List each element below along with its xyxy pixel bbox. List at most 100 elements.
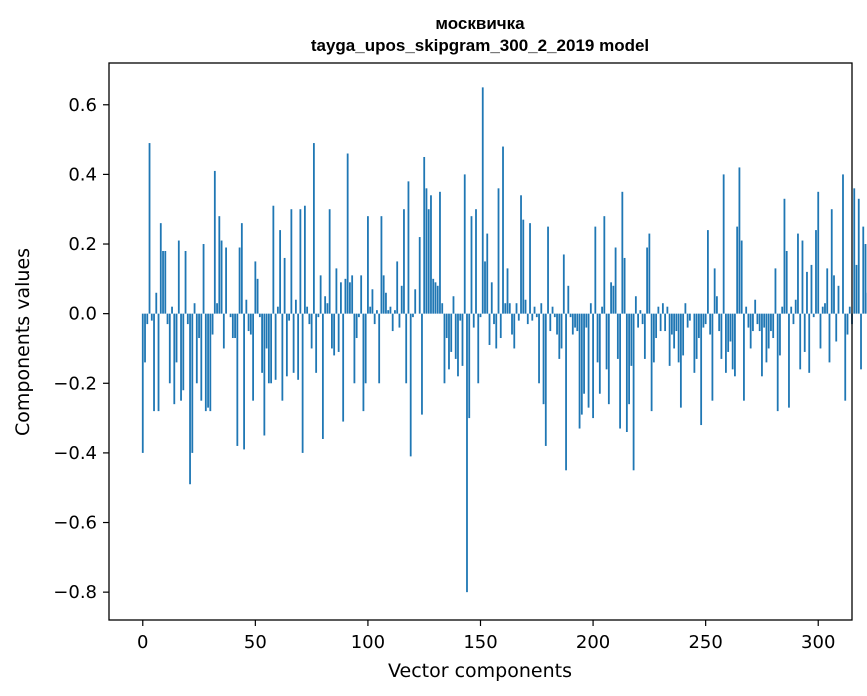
bar (693, 313, 696, 373)
bar (387, 310, 390, 314)
bar (810, 264, 813, 314)
x-tick-label: 250 (688, 632, 722, 653)
bar (168, 313, 171, 384)
bar (837, 285, 840, 314)
bar (716, 296, 718, 314)
bar (202, 244, 205, 314)
bar (349, 282, 351, 314)
bar (576, 313, 579, 332)
bar (396, 261, 399, 314)
bar (774, 268, 777, 314)
bar (833, 275, 835, 314)
bar (819, 313, 822, 349)
bar (220, 240, 223, 314)
bar (432, 278, 435, 314)
bar (243, 313, 245, 450)
bar (281, 313, 284, 401)
bar (652, 313, 655, 363)
x-tick-label: 200 (576, 632, 610, 653)
x-axis-label: Vector components (388, 660, 572, 682)
bar (752, 313, 754, 332)
y-tick-label: 0.2 (68, 234, 97, 255)
bar (549, 313, 552, 332)
bar (630, 313, 633, 366)
bar (794, 299, 797, 314)
bar (472, 313, 475, 328)
bar (565, 313, 567, 471)
bar (238, 247, 241, 314)
bar (736, 226, 739, 314)
bar (815, 230, 817, 314)
bar (452, 296, 455, 314)
bar (342, 313, 345, 422)
bar (249, 313, 252, 335)
bar (679, 313, 682, 408)
bar (211, 313, 214, 335)
bar (371, 289, 374, 314)
bar (461, 313, 464, 366)
bar (450, 313, 453, 352)
bar (448, 313, 450, 370)
bar (423, 156, 426, 314)
bar (306, 306, 309, 314)
bar (484, 261, 486, 314)
bar (193, 303, 196, 314)
bar (540, 303, 543, 314)
bar (731, 313, 734, 370)
bar (261, 313, 263, 373)
bar (351, 275, 354, 314)
bar (637, 313, 640, 328)
bar (150, 313, 153, 321)
bar (385, 292, 387, 314)
bar (326, 303, 329, 314)
bar (695, 313, 698, 359)
bar (817, 191, 820, 314)
bar (603, 216, 606, 314)
bar (441, 303, 444, 314)
bar (504, 303, 507, 314)
bar (180, 313, 182, 401)
bar (558, 313, 561, 359)
bar (427, 209, 430, 314)
bar (209, 313, 212, 412)
bar (531, 313, 534, 321)
bar (643, 313, 646, 359)
bar (231, 313, 234, 339)
bar (580, 313, 583, 415)
bar (166, 313, 169, 325)
bar (337, 313, 340, 352)
bar (511, 313, 513, 335)
bar (587, 313, 590, 408)
bar (367, 216, 369, 314)
bar (657, 306, 660, 314)
bar (434, 282, 437, 314)
bar (725, 313, 727, 373)
bar (216, 303, 218, 314)
bar (405, 313, 408, 384)
bar (191, 313, 194, 453)
bar (141, 313, 144, 453)
bar (459, 313, 462, 321)
bar (700, 313, 703, 426)
bar (247, 313, 250, 332)
y-tick-label: 0.4 (68, 164, 97, 185)
bar (684, 303, 687, 314)
bar (310, 313, 313, 349)
bar (688, 313, 691, 321)
bar (164, 250, 167, 314)
bar (481, 87, 484, 314)
bar (308, 313, 311, 325)
bar (761, 313, 763, 377)
bar (855, 264, 858, 314)
bar (425, 188, 428, 314)
x-tick-label: 150 (463, 632, 497, 653)
bar (285, 313, 288, 377)
bar (776, 313, 779, 412)
bar (353, 313, 356, 384)
bar (569, 313, 572, 318)
bar (646, 247, 649, 314)
bar (806, 271, 808, 314)
bar (567, 285, 570, 314)
bar (634, 296, 637, 314)
